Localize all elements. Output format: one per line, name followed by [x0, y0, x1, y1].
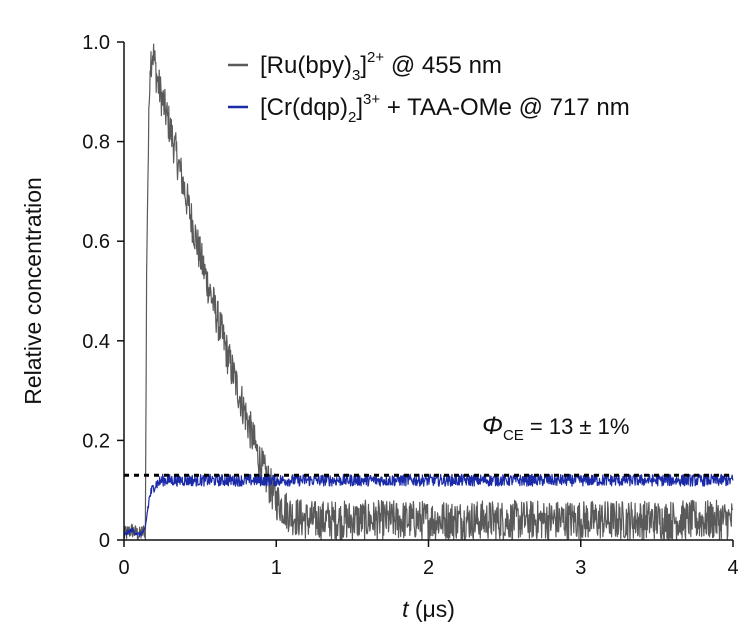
quantum-yield-annotation: ΦCE = 13 ± 1% — [482, 412, 629, 444]
x-axis-title: t (μs) — [402, 596, 455, 622]
legend-label-1: [Ru(bpy)3]2+ @ 455 nm — [260, 49, 502, 84]
annotation-subscript: CE — [503, 427, 524, 444]
x-axis-variable: t — [402, 596, 410, 622]
y-tick-label: 1.0 — [82, 32, 110, 54]
legend-text-part: @ 455 nm — [384, 52, 502, 79]
legend-text-part: [Cr(dqp) — [260, 94, 348, 121]
legend-subscript: 2 — [348, 109, 356, 126]
annotation-symbol: Φ — [482, 412, 503, 440]
legend-text-part: ] — [356, 94, 363, 121]
legend-superscript: 2+ — [367, 49, 384, 66]
legend-text-part: [Ru(bpy) — [260, 52, 352, 79]
y-tick-label: 0.6 — [82, 231, 110, 253]
y-axis-title: Relative concentration — [20, 177, 46, 405]
legend-text-part: ] — [360, 52, 367, 79]
annotation-value: = 13 ± 1% — [524, 414, 630, 439]
y-tick-label: 0.8 — [82, 132, 110, 154]
text-layer: 0 1 2 3 4 0 0.2 0.4 0.6 0.8 1.0 t (μs) Relative conc… — [20, 32, 739, 622]
axes-layer — [117, 41, 734, 547]
legend-subscript: 3 — [352, 67, 360, 84]
legend-superscript: 3+ — [363, 91, 380, 108]
y-tick-label: 0.2 — [82, 430, 110, 452]
legend-text-part: + TAA-OMe @ 717 nm — [380, 94, 630, 121]
x-tick-label: 3 — [575, 557, 586, 579]
y-tick-label: 0 — [99, 530, 110, 552]
x-tick-label: 2 — [423, 557, 434, 579]
x-tick-label: 4 — [727, 557, 738, 579]
x-axis-unit: (μs) — [408, 596, 454, 622]
x-tick-label: 1 — [271, 557, 282, 579]
legend-label-2: [Cr(dqp)2]3+ + TAA-OMe @ 717 nm — [260, 91, 630, 126]
x-tick-label: 0 — [118, 557, 129, 579]
y-tick-label: 0.4 — [82, 331, 110, 353]
